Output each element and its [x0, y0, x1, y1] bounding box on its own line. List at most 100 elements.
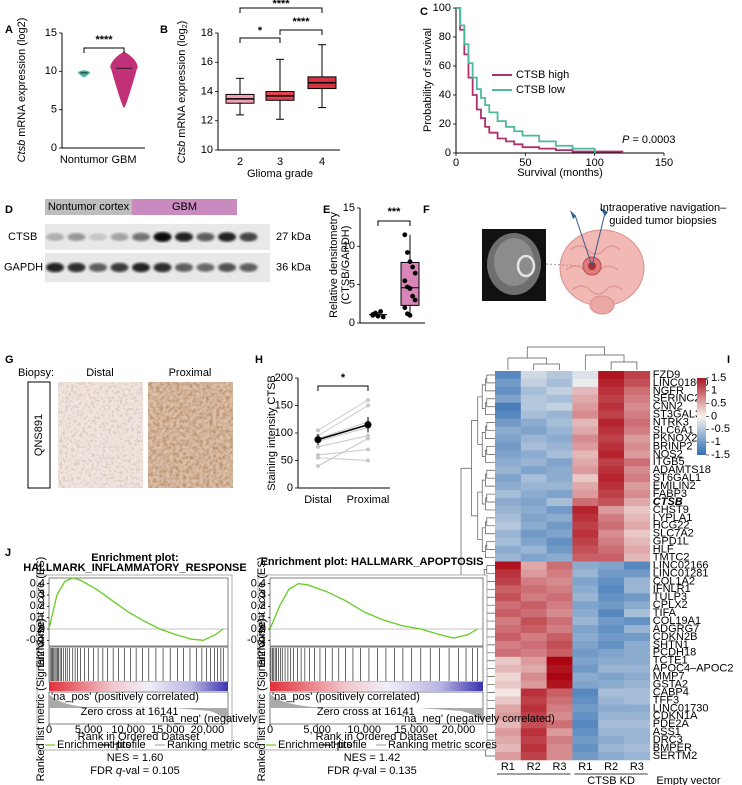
x-tick-label: Distal — [304, 494, 332, 506]
heatmap-cell — [624, 593, 651, 602]
heatmap-cell — [495, 672, 522, 681]
data-point — [316, 444, 320, 449]
dendrogram — [486, 469, 495, 479]
dendrogram — [486, 596, 495, 606]
heatmap-cell — [495, 529, 522, 539]
heatmap-cell — [546, 712, 573, 721]
heatmap-cell — [495, 458, 522, 467]
plot-title: HALLMARK_INFLAMMATORY_RESPONSE — [23, 562, 246, 574]
heatmap-cell — [598, 736, 625, 745]
blot-band — [46, 233, 64, 241]
heatmap-cell — [520, 418, 547, 427]
row-label: HCG22 — [653, 520, 690, 532]
heatmap-cell — [546, 545, 573, 554]
y-tick-label: 15 — [45, 27, 57, 39]
row-label: IFNLR1 — [653, 583, 691, 595]
group-label: GBM — [172, 201, 197, 213]
row-label: EMILIN2 — [653, 480, 696, 492]
significance-label: **** — [292, 16, 310, 28]
row-label: GAPDH — [4, 261, 43, 273]
heatmap-cell — [546, 680, 573, 689]
heatmap-cell — [598, 498, 625, 507]
heatmap-cell — [624, 498, 651, 507]
heatmap-cell — [598, 378, 625, 388]
es-area — [48, 577, 229, 647]
rank-colorbar — [49, 682, 228, 691]
heatmap-cell — [520, 601, 547, 610]
blot-band — [89, 233, 107, 241]
data-point — [402, 278, 408, 284]
colorbar-label: -1.5 — [711, 449, 730, 461]
y-axis-label: Probability of survival — [422, 28, 434, 132]
data-point — [366, 403, 370, 408]
heatmap-cell — [624, 704, 651, 713]
blot-band — [218, 232, 236, 242]
heatmap-cell — [624, 609, 651, 618]
heatmap-cell — [598, 569, 625, 578]
row-label: SLC7A2 — [653, 528, 694, 540]
y-tick-label: 10 — [45, 65, 57, 77]
heatmap-cell — [520, 513, 547, 523]
heatmap-cell — [495, 426, 522, 435]
size-label: 27 kDa — [276, 231, 312, 243]
x-tick-label: 0 — [46, 724, 52, 736]
dendrogram — [486, 398, 495, 408]
y-tick-label: 20 — [439, 118, 451, 130]
heatmap-cell — [495, 728, 522, 737]
annotation-part: = 0.0003 — [632, 134, 675, 146]
y-axis-label-part: mRNA expression (log2) — [16, 18, 28, 137]
heatmap-cell — [546, 371, 573, 380]
y-axis-label: Enrichment score (ES) — [35, 557, 47, 668]
heatmap-cell — [572, 688, 599, 697]
heatmap-cell — [598, 688, 625, 697]
heatmap-cell — [598, 720, 625, 729]
row-label: ITGB5 — [653, 456, 685, 468]
heatmap-cell — [624, 458, 651, 467]
fdr-label-part: -val = 0.135 — [359, 765, 417, 777]
x-tick-label: 20,000 — [442, 724, 476, 736]
heatmap-cell — [598, 640, 625, 650]
row-label: MMP7 — [653, 671, 685, 683]
column-label: R1 — [501, 761, 515, 773]
row-label: SERTM2 — [653, 750, 697, 762]
dendrogram — [533, 363, 560, 370]
heatmap-cell — [598, 648, 625, 658]
heatmap-cell — [546, 609, 573, 618]
dendrogram — [486, 581, 495, 590]
heatmap-cell — [624, 664, 651, 673]
heatmap-cell — [624, 537, 651, 546]
heatmap-cell — [624, 728, 651, 737]
blot-band — [132, 232, 150, 242]
heatmap-cell — [624, 545, 651, 554]
heatmap-cell — [572, 434, 599, 443]
heatmap-cell — [520, 505, 547, 515]
heatmap-cell — [520, 736, 547, 745]
heatmap-cell — [546, 505, 573, 515]
heatmap-cell — [624, 632, 651, 642]
dendrogram — [486, 541, 495, 550]
paired-line — [317, 438, 369, 467]
significance-label: **** — [95, 34, 113, 46]
dendrogram — [485, 450, 495, 463]
heatmap-cell — [572, 537, 599, 546]
x-tick-label: 2 — [237, 156, 243, 168]
row-label: GPD1L — [653, 536, 689, 548]
panel-label: J — [5, 547, 11, 559]
blot-band — [153, 262, 172, 273]
heatmap-cell — [520, 640, 547, 650]
heatmap-cell — [624, 680, 651, 689]
heatmap-cell — [546, 585, 573, 594]
heatmap-cell — [495, 378, 522, 388]
heatmap-cell — [624, 426, 651, 435]
x-tick-label: 4 — [319, 156, 325, 168]
heatmap-cell — [624, 386, 651, 396]
row-label: CDKN2B — [653, 631, 698, 643]
heatmap-cell — [546, 617, 573, 626]
dendrogram — [486, 565, 495, 574]
violin — [110, 51, 138, 108]
heatmap-cell — [572, 426, 599, 435]
data-point — [407, 259, 413, 265]
dendrogram — [486, 620, 495, 630]
heatmap-cell — [598, 656, 625, 666]
row-label: COL19A1 — [653, 615, 701, 627]
